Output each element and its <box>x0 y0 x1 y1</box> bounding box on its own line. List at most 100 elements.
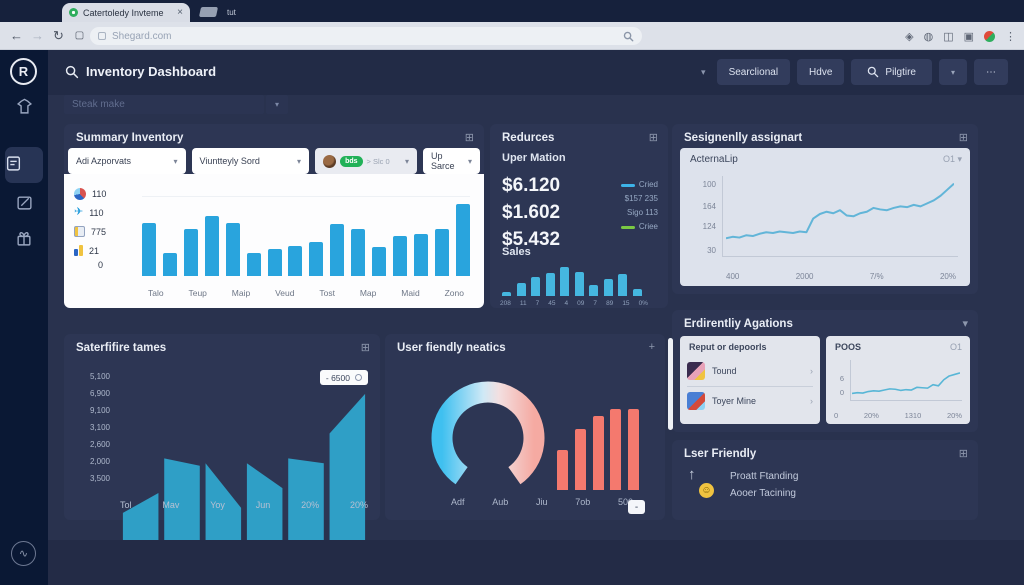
list-item[interactable]: Tound › <box>687 358 813 384</box>
browser-toolbar: ← → ↻ ▢ Shegard.com ◈ ◍ ◫ ▣ ⋮ <box>0 22 1024 50</box>
metrics-values: $6.120 $1.602 $5.432 <box>502 172 560 253</box>
legend-row: 775 <box>74 222 132 241</box>
filter-dropdown-1[interactable]: Adi Azporvats ▾ <box>68 148 186 174</box>
summary-inventory-card: Summary Inventory ⊞ Adi Azporvats ▾ Viunt… <box>64 124 484 308</box>
side-label: Cried <box>638 180 658 189</box>
sidebar-item-apparel[interactable] <box>0 98 48 120</box>
friendly-line: Aooer Tacining <box>730 488 796 499</box>
secondary-action-button[interactable]: Searclional <box>716 59 791 85</box>
sidebar-bottom-settings[interactable]: ∿ <box>11 541 36 566</box>
card-grid-icon[interactable]: ⊞ <box>958 132 968 144</box>
have-button[interactable]: Hdve <box>797 59 845 85</box>
chevron-right-icon: › <box>810 366 813 376</box>
filter-dropdown-2[interactable]: Viuntteyly Sord ▾ <box>191 148 310 174</box>
shirt-icon <box>16 98 32 114</box>
item-label: Toyer Mine <box>712 396 757 406</box>
summary-bar-chart <box>142 196 470 276</box>
card-grid-icon[interactable]: ⊞ <box>360 342 370 354</box>
url-text: Shegard.com <box>112 30 172 42</box>
sales-title: Sales <box>502 246 531 258</box>
panel-title: Reput or depoorls <box>689 342 767 352</box>
more-button[interactable]: ⋯ <box>974 59 1008 85</box>
card-chevron-icon[interactable]: ▾ <box>962 318 968 330</box>
up-arrow-icon: ↑ <box>688 466 696 483</box>
reload-button[interactable]: ↻ <box>53 27 64 43</box>
steak-make-select[interactable]: Steak make <box>64 95 264 114</box>
profile-avatar[interactable] <box>984 30 995 42</box>
scrollbar-thumb[interactable] <box>668 338 673 430</box>
forward-button[interactable]: → <box>31 28 44 43</box>
home-button[interactable]: ▢ <box>74 30 85 41</box>
plane-icon: ✈ <box>74 206 84 218</box>
browser-tab-secondary[interactable]: tut <box>198 7 236 17</box>
browser-menu-icon[interactable]: ⋮ <box>1005 30 1016 43</box>
tab2-label: tut <box>227 7 236 17</box>
y-tick: 6,900 <box>89 389 110 398</box>
y-tick: 124 <box>702 222 716 231</box>
smiley-emoji-icon: ☺ <box>699 483 714 498</box>
panel-title: ActernaLip <box>690 154 738 165</box>
panel-badge[interactable]: O1 <box>949 342 962 352</box>
filter3-label: Up Sarce <box>430 151 455 171</box>
y-tick: 9,100 <box>89 406 110 415</box>
trend-line-chart <box>726 176 954 252</box>
collapse-button[interactable]: - <box>628 500 645 514</box>
y-tick: 30 <box>707 246 716 255</box>
gauge-bar-chart <box>557 400 639 490</box>
header-chevron-icon[interactable]: ▾ <box>701 66 706 77</box>
sidebar-item-dashboard[interactable] <box>5 147 43 183</box>
legend-value: 110 <box>92 188 107 199</box>
friendly-line: Proatt Ftanding <box>730 471 799 482</box>
metric-value: $1.602 <box>502 202 561 223</box>
search-action-button[interactable]: Pilgtire <box>851 59 932 85</box>
browser-tab-active[interactable]: Catertoledy Invteme × <box>62 3 190 22</box>
card-add-icon[interactable]: + <box>648 341 655 353</box>
tab-close-icon[interactable]: × <box>177 7 183 18</box>
metric-value: $5.432 <box>502 229 561 250</box>
reports-list-panel: Reput or depoorls Tound › Toyer Mine › <box>680 336 820 424</box>
mini-line-chart <box>852 360 960 398</box>
card-grid-icon[interactable]: ⊞ <box>648 132 658 144</box>
y-tick: 6 <box>839 374 844 383</box>
area-chart-card: Saterfifire tames ⊞ 5,100 6,900 9,100 3,… <box>64 334 380 585</box>
card-title: Saterfifire tames <box>76 342 167 354</box>
y-tick: 2,000 <box>89 457 110 466</box>
select-chevron-icon[interactable]: ▾ <box>266 95 288 114</box>
gauge-arc <box>431 381 545 485</box>
gift-icon <box>17 232 31 246</box>
card-grid-icon[interactable]: ⊞ <box>958 448 968 460</box>
blue-dash-icon <box>620 183 635 187</box>
chip-status-badge: bds <box>340 155 363 167</box>
dropdown-button[interactable]: ▾ <box>938 59 967 85</box>
mini-x-labels: 0 20% 1310 20% <box>834 411 962 420</box>
card-title: Summary Inventory <box>76 132 184 144</box>
address-bar[interactable]: Shegard.com <box>90 27 642 45</box>
sidebar-item-edit[interactable] <box>0 194 48 216</box>
app-header: Inventory Dashboard ▾ Searclional Hdve P… <box>48 50 1024 95</box>
legend-value: 110 <box>89 207 104 218</box>
tab-favicon-icon <box>69 8 78 17</box>
trend-x-labels: 400 2000 7/% 20% <box>726 272 956 281</box>
legend-row: 21 <box>74 241 132 260</box>
share-icon[interactable]: ◫ <box>943 30 954 43</box>
history-icon[interactable]: ◍ <box>923 30 934 43</box>
security-icon[interactable]: ◈ <box>905 30 914 43</box>
header-search-icon[interactable] <box>65 65 79 79</box>
site-info-icon[interactable] <box>98 32 106 40</box>
summary-legend: 110 ✈ 110 775 21 0 <box>74 184 132 276</box>
user-filter-chip[interactable]: bds > Slc 0 ▾ <box>315 148 417 174</box>
card-grid-icon[interactable]: ⊞ <box>464 132 474 144</box>
sales-bar-chart <box>502 262 642 296</box>
trend-card: Sesignenlly assignart ⊞ ActernaLip O1 ▾ … <box>672 124 978 294</box>
app-logo[interactable]: R <box>10 58 37 85</box>
sidebar-item-gifts[interactable] <box>0 230 48 252</box>
filter-dropdown-3[interactable]: Up Sarce ▾ <box>422 148 480 174</box>
green-dash-icon <box>620 225 635 229</box>
back-button[interactable]: ← <box>10 28 23 43</box>
list-item[interactable]: Toyer Mine › <box>687 388 813 414</box>
footer-band <box>48 540 1024 585</box>
panel-badge[interactable]: O1 ▾ <box>942 154 962 164</box>
extension-icon[interactable]: ▣ <box>963 30 974 43</box>
gauge-card: User fiendly neatics + Adf Aub Jiu 7ob 500 - <box>385 334 665 520</box>
